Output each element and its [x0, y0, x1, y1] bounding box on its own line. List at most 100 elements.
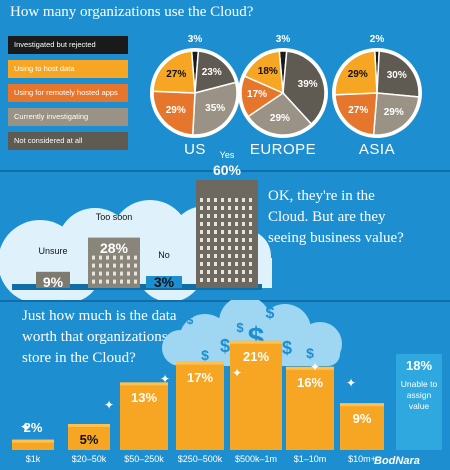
value-category-label: $20–50k: [71, 454, 107, 464]
building-window: [228, 214, 231, 218]
pie-slice-label: 18%: [257, 65, 278, 77]
building-window: [200, 270, 203, 274]
building-window: [113, 279, 116, 284]
building-window: [228, 198, 231, 202]
value-bar-cap: [12, 439, 54, 443]
pie-region-label: EUROPE: [249, 141, 317, 158]
value-bar: [286, 366, 334, 450]
building-window: [249, 238, 252, 242]
building-window: [235, 270, 238, 274]
building-window: [207, 270, 210, 274]
dollar-sign-icon: $: [201, 347, 209, 363]
building-window: [221, 246, 224, 250]
business-value-question: OK, they're in the Cloud. But are they s…: [268, 188, 404, 246]
pie-slice-label: 29%: [269, 112, 290, 124]
building-window: [99, 279, 102, 284]
value-category-label: $10m+: [348, 454, 376, 464]
building-window: [214, 238, 217, 242]
building-window: [214, 222, 217, 226]
section1-title: How many organizations use the Cloud?: [10, 4, 254, 20]
building-window: [235, 254, 238, 258]
building-window: [134, 279, 137, 284]
building-window: [207, 246, 210, 250]
value-bar-cap: [176, 361, 224, 365]
building-window: [249, 246, 252, 250]
building-window: [106, 263, 109, 268]
building-window: [242, 214, 245, 218]
building-window: [221, 214, 224, 218]
building-window: [200, 238, 203, 242]
building-window: [200, 278, 203, 282]
value-bar-label: 13%: [130, 390, 158, 406]
pie-charts: [150, 48, 422, 138]
legend-item: Not considered at all: [8, 132, 128, 150]
building-window: [200, 214, 203, 218]
pie-slice: [247, 92, 313, 136]
sparkle-icon: ✦: [160, 372, 171, 386]
building-window: [214, 262, 217, 266]
value-bar: [120, 382, 168, 450]
value-category-label: $1k: [25, 454, 41, 464]
building-window: [221, 278, 224, 282]
building-window: [242, 222, 245, 226]
building-window: [207, 198, 210, 202]
building-window: [235, 214, 238, 218]
building-window: [106, 271, 109, 276]
dollar-sign-icon: $: [236, 320, 244, 335]
dollar-sign-icon: $: [266, 305, 275, 322]
building-window: [207, 222, 210, 226]
skyline-building: [146, 276, 182, 288]
building-window: [228, 230, 231, 234]
pie-slice-label: 30%: [386, 69, 407, 81]
building-window: [127, 263, 130, 268]
building-window: [99, 255, 102, 260]
value-bar: [230, 340, 282, 450]
value-category-label: $50–250k: [124, 454, 164, 464]
building-window: [228, 238, 231, 242]
building-window: [207, 206, 210, 210]
sparkle-icon: ✦: [232, 366, 243, 380]
building-window: [120, 263, 123, 268]
building-window: [242, 254, 245, 258]
building-window: [228, 262, 231, 266]
building-window: [242, 238, 245, 242]
building-window: [92, 271, 95, 276]
building-window: [249, 262, 252, 266]
unable-value: 18%: [405, 358, 433, 373]
building-window: [242, 278, 245, 282]
dollar-sign-icon: $: [220, 336, 230, 356]
building-window: [200, 262, 203, 266]
building-window: [214, 230, 217, 234]
building-window: [207, 214, 210, 218]
building-window: [228, 246, 231, 250]
pie-slice-label: 35%: [205, 103, 226, 115]
value-bar-label: 17%: [186, 369, 214, 385]
pie-slice-label: 29%: [347, 69, 368, 81]
building-window: [106, 255, 109, 260]
building-window: [207, 238, 210, 242]
pie-slice-label: 29%: [165, 104, 186, 116]
building-window: [235, 262, 238, 266]
sparkle-icon: ✦: [346, 376, 357, 390]
building-window: [120, 255, 123, 260]
value-bar-label: 2%: [23, 419, 43, 435]
building-window: [106, 279, 109, 284]
pie-slice: [152, 90, 196, 136]
building-window: [200, 198, 203, 202]
building-window: [113, 255, 116, 260]
building-window: [207, 254, 210, 258]
section-divider-2: [0, 300, 450, 302]
building-window: [221, 198, 224, 202]
building-window: [113, 271, 116, 276]
skyline-value-label: 3%: [153, 274, 175, 290]
building-window: [242, 246, 245, 250]
building-window: [92, 279, 95, 284]
dollar-sign-icon: $: [282, 338, 292, 358]
building-window: [228, 270, 231, 274]
pie-slice: [372, 92, 420, 136]
building-window: [228, 278, 231, 282]
building-window: [207, 230, 210, 234]
value-bar-label: 5%: [79, 432, 99, 447]
legend-item: Using for remotely hosted apps: [8, 84, 128, 102]
